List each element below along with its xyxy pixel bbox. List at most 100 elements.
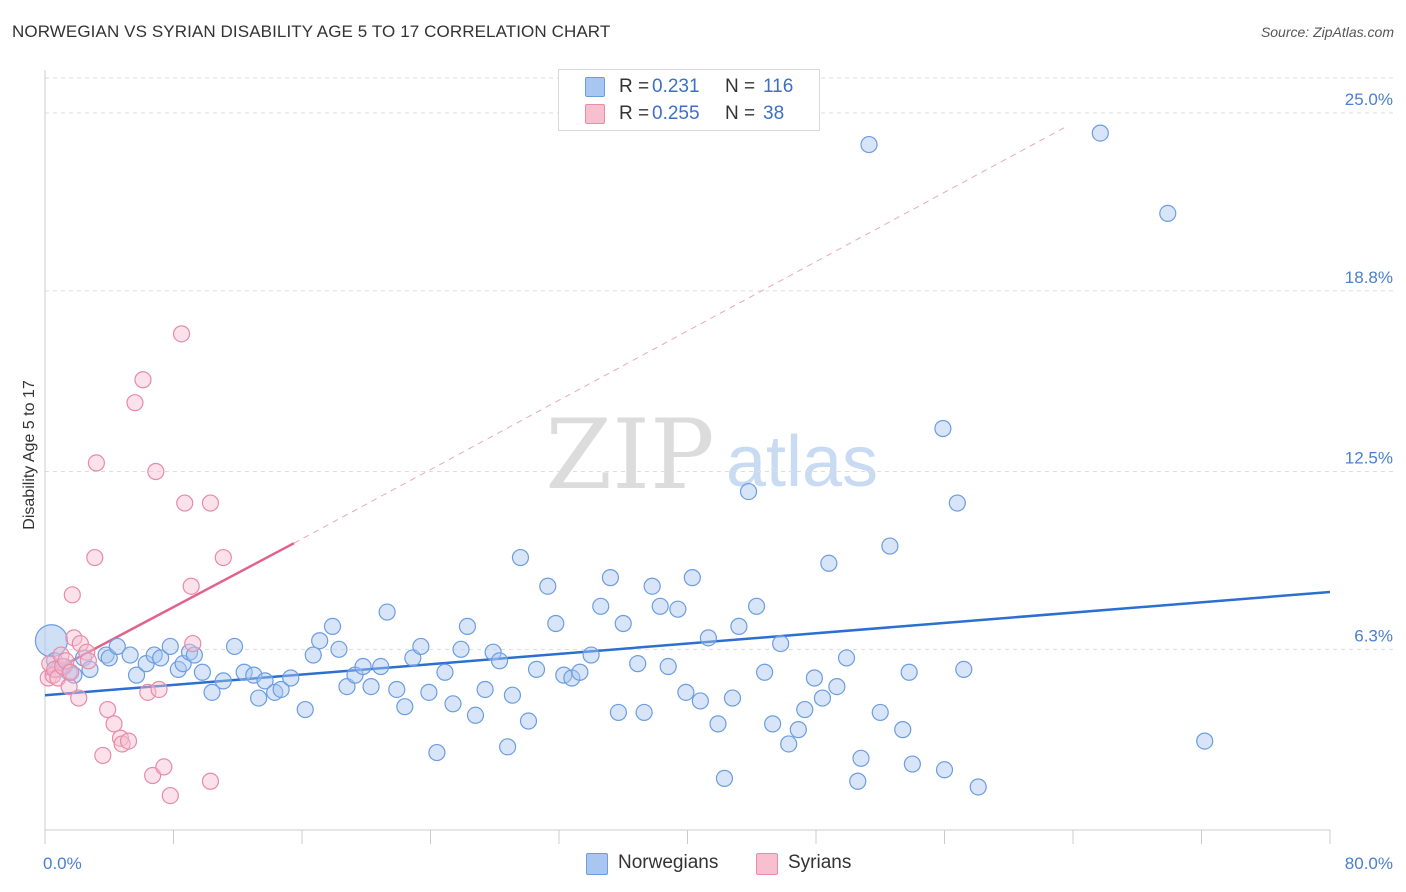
norwegian-point [466,706,485,724]
norwegian-point [796,700,814,719]
norwegian-point [503,686,522,704]
norwegian-point [484,643,502,661]
syrian-point [201,772,220,790]
norwegian-point [161,637,179,656]
legend: R = 0.231 N = 116 R = 0.255 N = 38 [558,69,820,131]
norwegian-point [490,652,509,670]
norwegian-point [592,597,610,615]
norwegian-point [272,680,290,699]
legend-n-label: N = [725,103,756,124]
norwegian-point [677,683,695,701]
norwegian-point [81,660,99,678]
norwegian-point [837,649,856,667]
norwegian-point [849,772,867,790]
norwegian-point [894,721,912,739]
syrian-point [150,680,168,699]
bottom-legend-swatch-norwegians [586,853,608,875]
norwegian-point [903,755,921,773]
watermark-atlas: atlas [726,422,878,502]
syrian-point [99,700,117,719]
syrian-point [71,634,89,653]
norwegian-point [755,663,774,681]
syrian-trend-extension [293,126,1066,544]
norwegian-point [330,640,348,658]
syrian-point [94,746,112,765]
norwegian-point [629,655,647,673]
norwegian-trend-line [44,590,1331,697]
norwegian-point [730,617,748,635]
syrian-point [78,643,96,661]
norwegian-point [699,629,717,647]
syrian-point [39,669,57,687]
norwegian-point [805,669,823,687]
norwegian-point [789,721,807,739]
norwegian-point [860,135,878,154]
norwegian-point [388,680,406,699]
syrian-point [87,454,106,472]
norwegian-point [715,769,734,787]
norwegian-point [614,614,632,633]
norwegian-point [691,692,709,710]
bottom-legend-swatch-syrians [756,853,778,875]
norwegian-point [444,695,462,713]
syrian-point [184,634,202,653]
norwegian-point [609,703,628,722]
source-label: Source: ZipAtlas.com [1260,24,1394,40]
legend-n-label: N = [725,76,756,97]
y-tick-label: 12.5% [1345,449,1393,468]
syrian-point [182,577,200,595]
norwegian-point [121,646,139,664]
legend-r-value: 0.255 [652,103,700,124]
norwegian-point [1196,732,1214,750]
legend-r-label: R = [619,103,650,124]
syrian-point [79,652,97,670]
y-tick-label: 18.8% [1345,268,1393,287]
norwegian-point [747,597,766,615]
syrian-point [60,678,78,696]
y-axis-label: Disability Age 5 to 17 [21,380,38,530]
syrian-point [155,758,173,776]
grid [45,77,1395,650]
axes [44,70,1331,844]
watermark: ZIP atlas [545,399,878,511]
norwegian-point [582,646,600,664]
norwegian-point [519,712,538,730]
bottom-legend-label-syrians: Syrians [788,852,852,873]
norwegian-point [304,646,322,664]
norwegian-point [428,743,446,762]
norwegian-point [659,657,677,676]
norwegian-point [282,669,300,687]
legend-swatch-norwegians [585,77,605,97]
norwegian-point [651,597,669,615]
norwegian-point [669,600,687,618]
norwegian-point [955,660,973,678]
norwegian-point [476,680,494,699]
norwegian-point [235,663,253,681]
legend-n-value: 38 [763,103,785,124]
tick-labels: 6.3% 12.5% 18.8% 25.0% 0.0% 80.0% [43,90,1393,873]
x-tick-label: 0.0% [43,854,82,873]
norwegian-point [1091,124,1109,142]
norwegian-point [511,548,530,567]
norwegian-point [527,660,546,678]
syrian-point [147,462,165,481]
norwegian-point [378,603,396,621]
legend-r-value: 0.231 [652,76,700,97]
norwegian-point [739,482,758,501]
syrian-point [214,548,232,567]
syrian-point [70,689,88,707]
legend-row-syrians: R = 0.255 N = 38 [559,101,819,127]
watermark-zip: ZIP [545,399,714,511]
norwegian-point [547,614,565,633]
norwegian-point [127,666,146,684]
syrian-point [172,325,191,343]
norwegian-point [256,672,274,690]
norwegian-point [969,778,987,796]
norwegian-point [709,715,727,733]
syrian-point [139,683,157,701]
y-tick-label: 6.3% [1354,626,1393,645]
norwegian-point [354,657,372,676]
norwegian-point [458,617,477,635]
norwegian-point [601,569,620,587]
